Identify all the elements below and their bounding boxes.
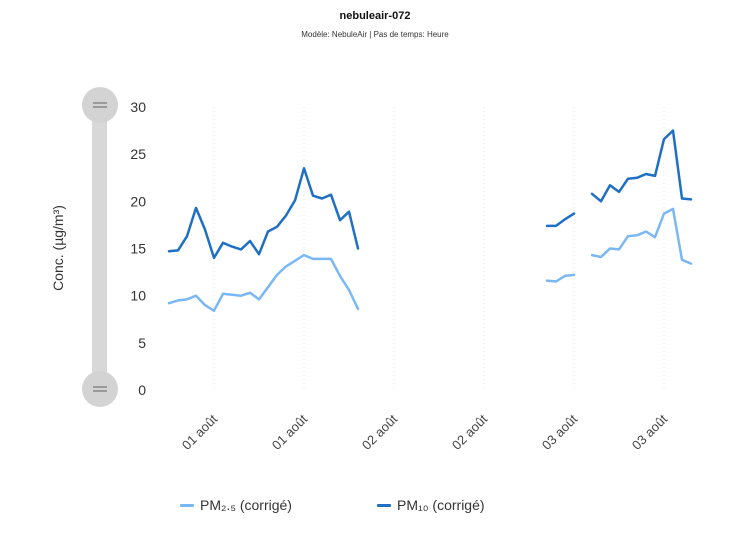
legend-label-pm10: PM₁₀ (corrigé) [397, 497, 485, 513]
grip-icon [93, 102, 107, 108]
legend-label-pm25: PM₂.₅ (corrigé) [200, 497, 292, 513]
legend-swatch-pm25 [180, 503, 194, 507]
y-tick-label: 5 [138, 335, 146, 351]
x-tick-label: 01 août [179, 411, 221, 453]
series-line-pm25 [545, 273, 576, 283]
x-tick-label: 02 août [449, 411, 491, 453]
legend-item-pm10[interactable]: PM₁₀ (corrigé) [377, 497, 485, 513]
x-tick-label: 03 août [539, 411, 581, 453]
legend-swatch-pm10 [377, 503, 391, 507]
y-tick-label: 25 [130, 146, 146, 162]
series-line-pm25 [167, 253, 360, 313]
chart-title: nebuleair-072 [339, 10, 411, 22]
x-tick-label: 02 août [359, 411, 401, 453]
series-line-pm10 [545, 212, 576, 228]
x-tick-label: 01 août [269, 411, 311, 453]
series-line-pm25 [590, 207, 693, 265]
legend-item-pm25[interactable]: PM₂.₅ (corrigé) [180, 497, 292, 513]
grip-icon [93, 386, 107, 392]
y-tick-label: 15 [130, 241, 146, 257]
series-line-pm10 [590, 129, 693, 203]
y-tick-label: 10 [130, 288, 146, 304]
range-slider-track[interactable] [92, 105, 107, 390]
y-tick-label: 30 [130, 99, 146, 115]
x-tick-label: 03 août [629, 411, 671, 453]
y-tick-label: 0 [138, 382, 146, 398]
y-tick-label: 20 [130, 193, 146, 209]
chart-subtitle: Modèle: NebuleAir | Pas de temps: Heure [301, 30, 449, 39]
range-slider-bottom-handle[interactable] [82, 371, 118, 407]
series-line-pm10 [167, 167, 360, 260]
range-slider-top-handle[interactable] [82, 87, 118, 123]
